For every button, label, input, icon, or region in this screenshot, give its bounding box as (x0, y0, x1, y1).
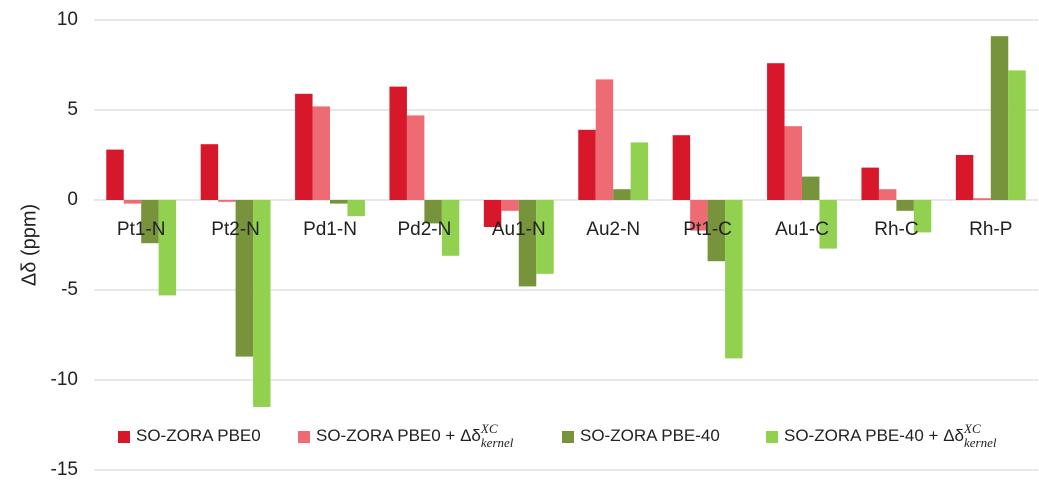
bar (347, 200, 365, 217)
legend-text: SO-ZORA PBE-40 (580, 426, 720, 445)
bar (158, 200, 177, 296)
legend-swatch (562, 431, 574, 443)
x-tick-label: Au2-N (586, 219, 640, 240)
legend-text: SO-ZORA PBE0 + Δδ (316, 426, 481, 445)
y-tick-label: -10 (51, 369, 78, 390)
bar (990, 36, 1009, 201)
y-tick-label: 10 (57, 9, 78, 30)
legend-subscript: kernel (964, 435, 997, 450)
bar (200, 144, 219, 200)
x-tick-label: Au1-C (775, 219, 829, 240)
x-tick-label: Pt1-N (117, 219, 166, 240)
x-tick-label: Pt2-N (211, 219, 260, 240)
bar (1008, 70, 1026, 201)
bar (802, 176, 820, 200)
bar (861, 167, 879, 200)
bar (819, 200, 837, 249)
x-tick-label: Pd1-N (303, 219, 357, 240)
bar (441, 200, 460, 256)
y-tick-label: 0 (67, 189, 78, 210)
bar (672, 135, 691, 200)
bar (630, 142, 649, 200)
x-tick-label: Pt1-C (683, 219, 732, 240)
x-tick-label: Pd2-N (397, 219, 451, 240)
bar (483, 200, 502, 227)
legend-label: SO-ZORA PBE-40 + ΔδkernelXC (784, 421, 997, 450)
bar (106, 149, 124, 200)
bar (518, 200, 537, 287)
legend-label: SO-ZORA PBE-40 (580, 426, 720, 445)
legend-text: SO-ZORA PBE0 (136, 426, 261, 445)
bar (330, 200, 348, 204)
bar (767, 63, 785, 201)
bar (501, 200, 519, 211)
legend-label: SO-ZORA PBE0 (136, 426, 261, 445)
legend-label: SO-ZORA PBE0 + ΔδkernelXC (316, 421, 514, 450)
bar (218, 200, 236, 202)
bar (578, 129, 596, 200)
bar (707, 200, 726, 262)
bar (973, 198, 991, 200)
x-tick-label: Rh-C (874, 219, 918, 240)
bar (536, 200, 554, 274)
bar (141, 200, 159, 244)
bar (613, 189, 631, 200)
y-tick-label: -5 (61, 279, 78, 300)
bar (312, 106, 330, 200)
legend-swatch (298, 431, 310, 443)
legend-superscript: XC (963, 421, 981, 436)
bar (690, 200, 708, 231)
bar (406, 115, 425, 200)
x-tick-label: Rh-P (969, 219, 1012, 240)
bar (896, 200, 914, 211)
bar (253, 200, 271, 407)
bar (389, 86, 407, 200)
bar (235, 200, 254, 357)
bar (725, 200, 743, 359)
bar (878, 189, 897, 200)
legend-swatch (766, 431, 778, 443)
bar (123, 200, 142, 204)
legend-subscript: kernel (481, 435, 514, 450)
bar (295, 93, 313, 200)
x-tick-label: Au1-N (492, 219, 546, 240)
y-tick-label: -15 (51, 459, 78, 479)
legend-text: SO-ZORA PBE-40 + Δδ (784, 426, 964, 445)
legend-swatch (118, 431, 130, 443)
bar (424, 200, 442, 224)
y-tick-label: 5 (67, 99, 78, 120)
y-axis-label: Δδ (ppm) (18, 204, 40, 286)
bar (595, 79, 614, 200)
bar (784, 126, 802, 200)
legend-superscript: XC (480, 421, 498, 436)
bar (913, 200, 932, 233)
bar (955, 155, 974, 200)
